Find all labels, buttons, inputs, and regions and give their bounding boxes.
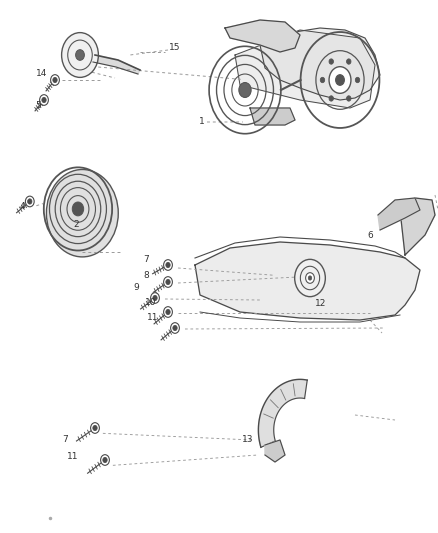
Text: 1: 1 [199, 117, 205, 126]
Text: 11: 11 [67, 453, 78, 461]
Text: 10: 10 [145, 298, 157, 306]
Text: 14: 14 [36, 69, 48, 77]
Polygon shape [225, 20, 300, 52]
Polygon shape [93, 55, 140, 74]
Circle shape [101, 455, 110, 465]
Circle shape [306, 273, 314, 284]
Text: 5: 5 [35, 101, 41, 109]
Circle shape [164, 260, 173, 270]
Circle shape [329, 59, 333, 64]
Circle shape [346, 96, 351, 101]
Circle shape [164, 306, 173, 317]
Circle shape [76, 50, 85, 60]
Text: 8: 8 [144, 271, 150, 279]
Circle shape [53, 77, 57, 83]
Text: 13: 13 [242, 435, 253, 443]
Circle shape [166, 309, 170, 314]
Circle shape [346, 59, 351, 64]
Polygon shape [400, 198, 435, 255]
Polygon shape [378, 198, 420, 230]
Text: 4: 4 [19, 203, 25, 211]
Polygon shape [265, 440, 285, 462]
Circle shape [166, 279, 170, 285]
Circle shape [166, 262, 170, 268]
Circle shape [173, 325, 177, 330]
Circle shape [355, 77, 360, 83]
Circle shape [51, 75, 60, 85]
Circle shape [42, 98, 46, 103]
Circle shape [153, 295, 157, 301]
Circle shape [308, 276, 312, 280]
Polygon shape [258, 379, 307, 447]
Circle shape [320, 77, 325, 83]
Text: 2: 2 [74, 221, 79, 229]
Text: 15: 15 [169, 44, 181, 52]
Text: 12: 12 [315, 300, 326, 308]
Polygon shape [260, 28, 380, 100]
Text: 7: 7 [62, 435, 68, 444]
Circle shape [91, 423, 99, 433]
Circle shape [329, 96, 333, 101]
Circle shape [329, 67, 351, 93]
Text: 9: 9 [133, 284, 139, 292]
Circle shape [151, 293, 159, 303]
Circle shape [336, 75, 344, 85]
Circle shape [62, 33, 99, 77]
Polygon shape [235, 30, 375, 108]
Text: 11: 11 [147, 313, 158, 321]
Text: 7: 7 [143, 255, 149, 264]
Polygon shape [250, 108, 295, 125]
Circle shape [46, 169, 118, 257]
Circle shape [25, 196, 34, 207]
Circle shape [39, 95, 48, 106]
Circle shape [93, 425, 97, 431]
Polygon shape [195, 242, 420, 320]
Circle shape [72, 202, 84, 216]
Circle shape [28, 199, 32, 204]
Circle shape [164, 277, 173, 287]
Circle shape [103, 457, 107, 463]
Circle shape [171, 322, 180, 333]
Circle shape [239, 83, 251, 98]
Circle shape [295, 260, 325, 297]
Text: 6: 6 [367, 231, 373, 240]
